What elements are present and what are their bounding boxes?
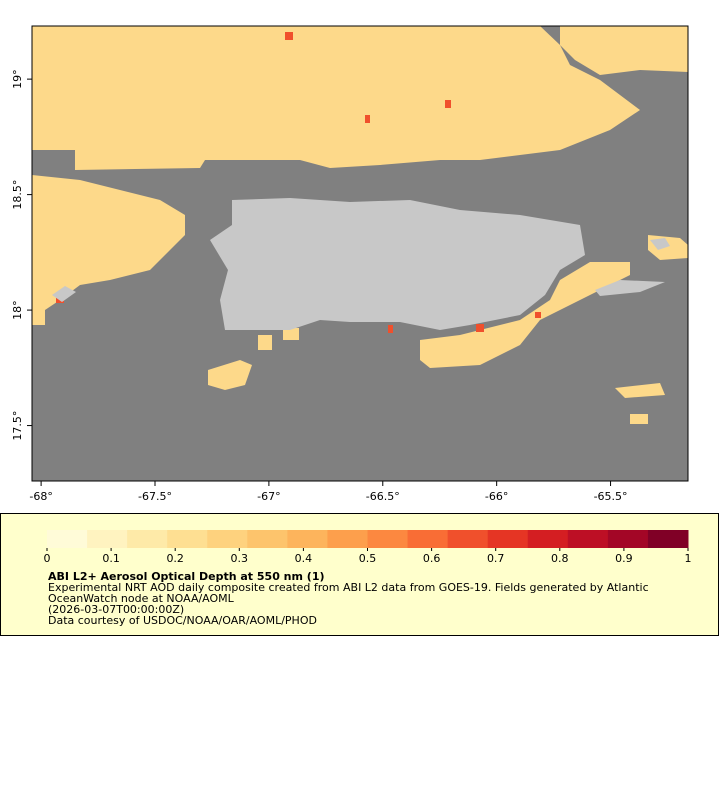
aerosol-pixel bbox=[476, 324, 484, 332]
x-tick-label: -66° bbox=[485, 490, 508, 503]
mona bbox=[52, 286, 76, 302]
x-tick-label: -67.5° bbox=[138, 490, 172, 503]
x-tick-label: -66.5° bbox=[366, 490, 400, 503]
colorbar-segment bbox=[607, 530, 649, 548]
colorbar-segment bbox=[487, 530, 529, 548]
colorbar-tick-label: 1 bbox=[685, 552, 692, 565]
colorbar-tick-label: 0.6 bbox=[423, 552, 441, 565]
colorbar-segment bbox=[87, 530, 128, 548]
aerosol-area bbox=[32, 175, 185, 325]
colorbar-segment bbox=[327, 530, 368, 548]
colorbar-segment bbox=[287, 530, 328, 548]
aerosol-pixel bbox=[388, 325, 393, 333]
x-tick-label: -68° bbox=[29, 490, 52, 503]
aerosol-area bbox=[32, 26, 640, 170]
colorbar-segment bbox=[567, 530, 609, 548]
colorbar-tick-label: 0.9 bbox=[615, 552, 633, 565]
legend-title: ABI L2+ Aerosol Optical Depth at 550 nm … bbox=[48, 570, 325, 583]
culebra bbox=[650, 238, 670, 250]
colorbar-segment bbox=[207, 530, 248, 548]
colorbar-tick-label: 0.2 bbox=[166, 552, 184, 565]
aerosol-area bbox=[630, 414, 648, 424]
aerosol-pixel bbox=[285, 32, 293, 40]
colorbar-segment bbox=[47, 530, 88, 548]
aerosol-area bbox=[208, 360, 252, 390]
colorbar: 0 0.1 0.2 0.3 0.4 0.5 0.6 0.7 0.8 0.9 1 bbox=[44, 530, 692, 565]
colorbar-segment bbox=[167, 530, 208, 548]
colorbar-segment bbox=[407, 530, 449, 548]
aerosol-pixel bbox=[365, 115, 370, 123]
land bbox=[52, 198, 670, 330]
colorbar-tick-label: 0.7 bbox=[487, 552, 505, 565]
legend-text: ABI L2+ Aerosol Optical Depth at 550 nm … bbox=[48, 571, 678, 626]
aerosol-area bbox=[420, 262, 630, 368]
axes: -68° -67.5° -67° -66.5° -66° -65.5° 17.5° 18° 18… bbox=[11, 69, 628, 503]
y-tick-label: 18° bbox=[11, 300, 24, 320]
colorbar-segment bbox=[367, 530, 409, 548]
aerosol-pixel bbox=[535, 312, 541, 318]
colorbar-tick-label: 0.1 bbox=[102, 552, 120, 565]
colorbar-segment bbox=[127, 530, 168, 548]
vieques bbox=[595, 280, 665, 296]
y-tick-label: 19° bbox=[11, 69, 24, 89]
legend-description: Experimental NRT AOD daily composite cre… bbox=[48, 581, 649, 605]
colorbar-segment bbox=[247, 530, 288, 548]
y-tick-label: 17.5° bbox=[11, 411, 24, 441]
colorbar-tick-label: 0.5 bbox=[359, 552, 377, 565]
legend-time: (2026-03-07T00:00:00Z) bbox=[48, 603, 185, 616]
puerto-rico bbox=[210, 198, 585, 330]
map-frame bbox=[31, 25, 689, 482]
colorbar-segment bbox=[447, 530, 489, 548]
y-tick-label: 18.5° bbox=[11, 180, 24, 210]
aerosol-area bbox=[283, 328, 299, 340]
x-tick-label: -65.5° bbox=[594, 490, 628, 503]
x-tick-label: -67° bbox=[257, 490, 280, 503]
colorbar-tick-label: 0.8 bbox=[551, 552, 569, 565]
legend-credit: Data courtesy of USDOC/NOAA/OAR/AOML/PHO… bbox=[48, 614, 317, 627]
aerosol-area bbox=[32, 26, 688, 75]
aerosol-field bbox=[32, 26, 688, 424]
aerosol-pixel bbox=[445, 100, 451, 108]
colorbar-tick-label: 0.4 bbox=[295, 552, 313, 565]
colorbar-segment bbox=[647, 530, 689, 548]
colorbar-tick-label: 0 bbox=[44, 552, 51, 565]
colorbar-tick-label: 0.3 bbox=[231, 552, 249, 565]
aerosol-area bbox=[615, 383, 665, 398]
colorbar-segment bbox=[527, 530, 569, 548]
aerosol-area bbox=[258, 335, 272, 350]
